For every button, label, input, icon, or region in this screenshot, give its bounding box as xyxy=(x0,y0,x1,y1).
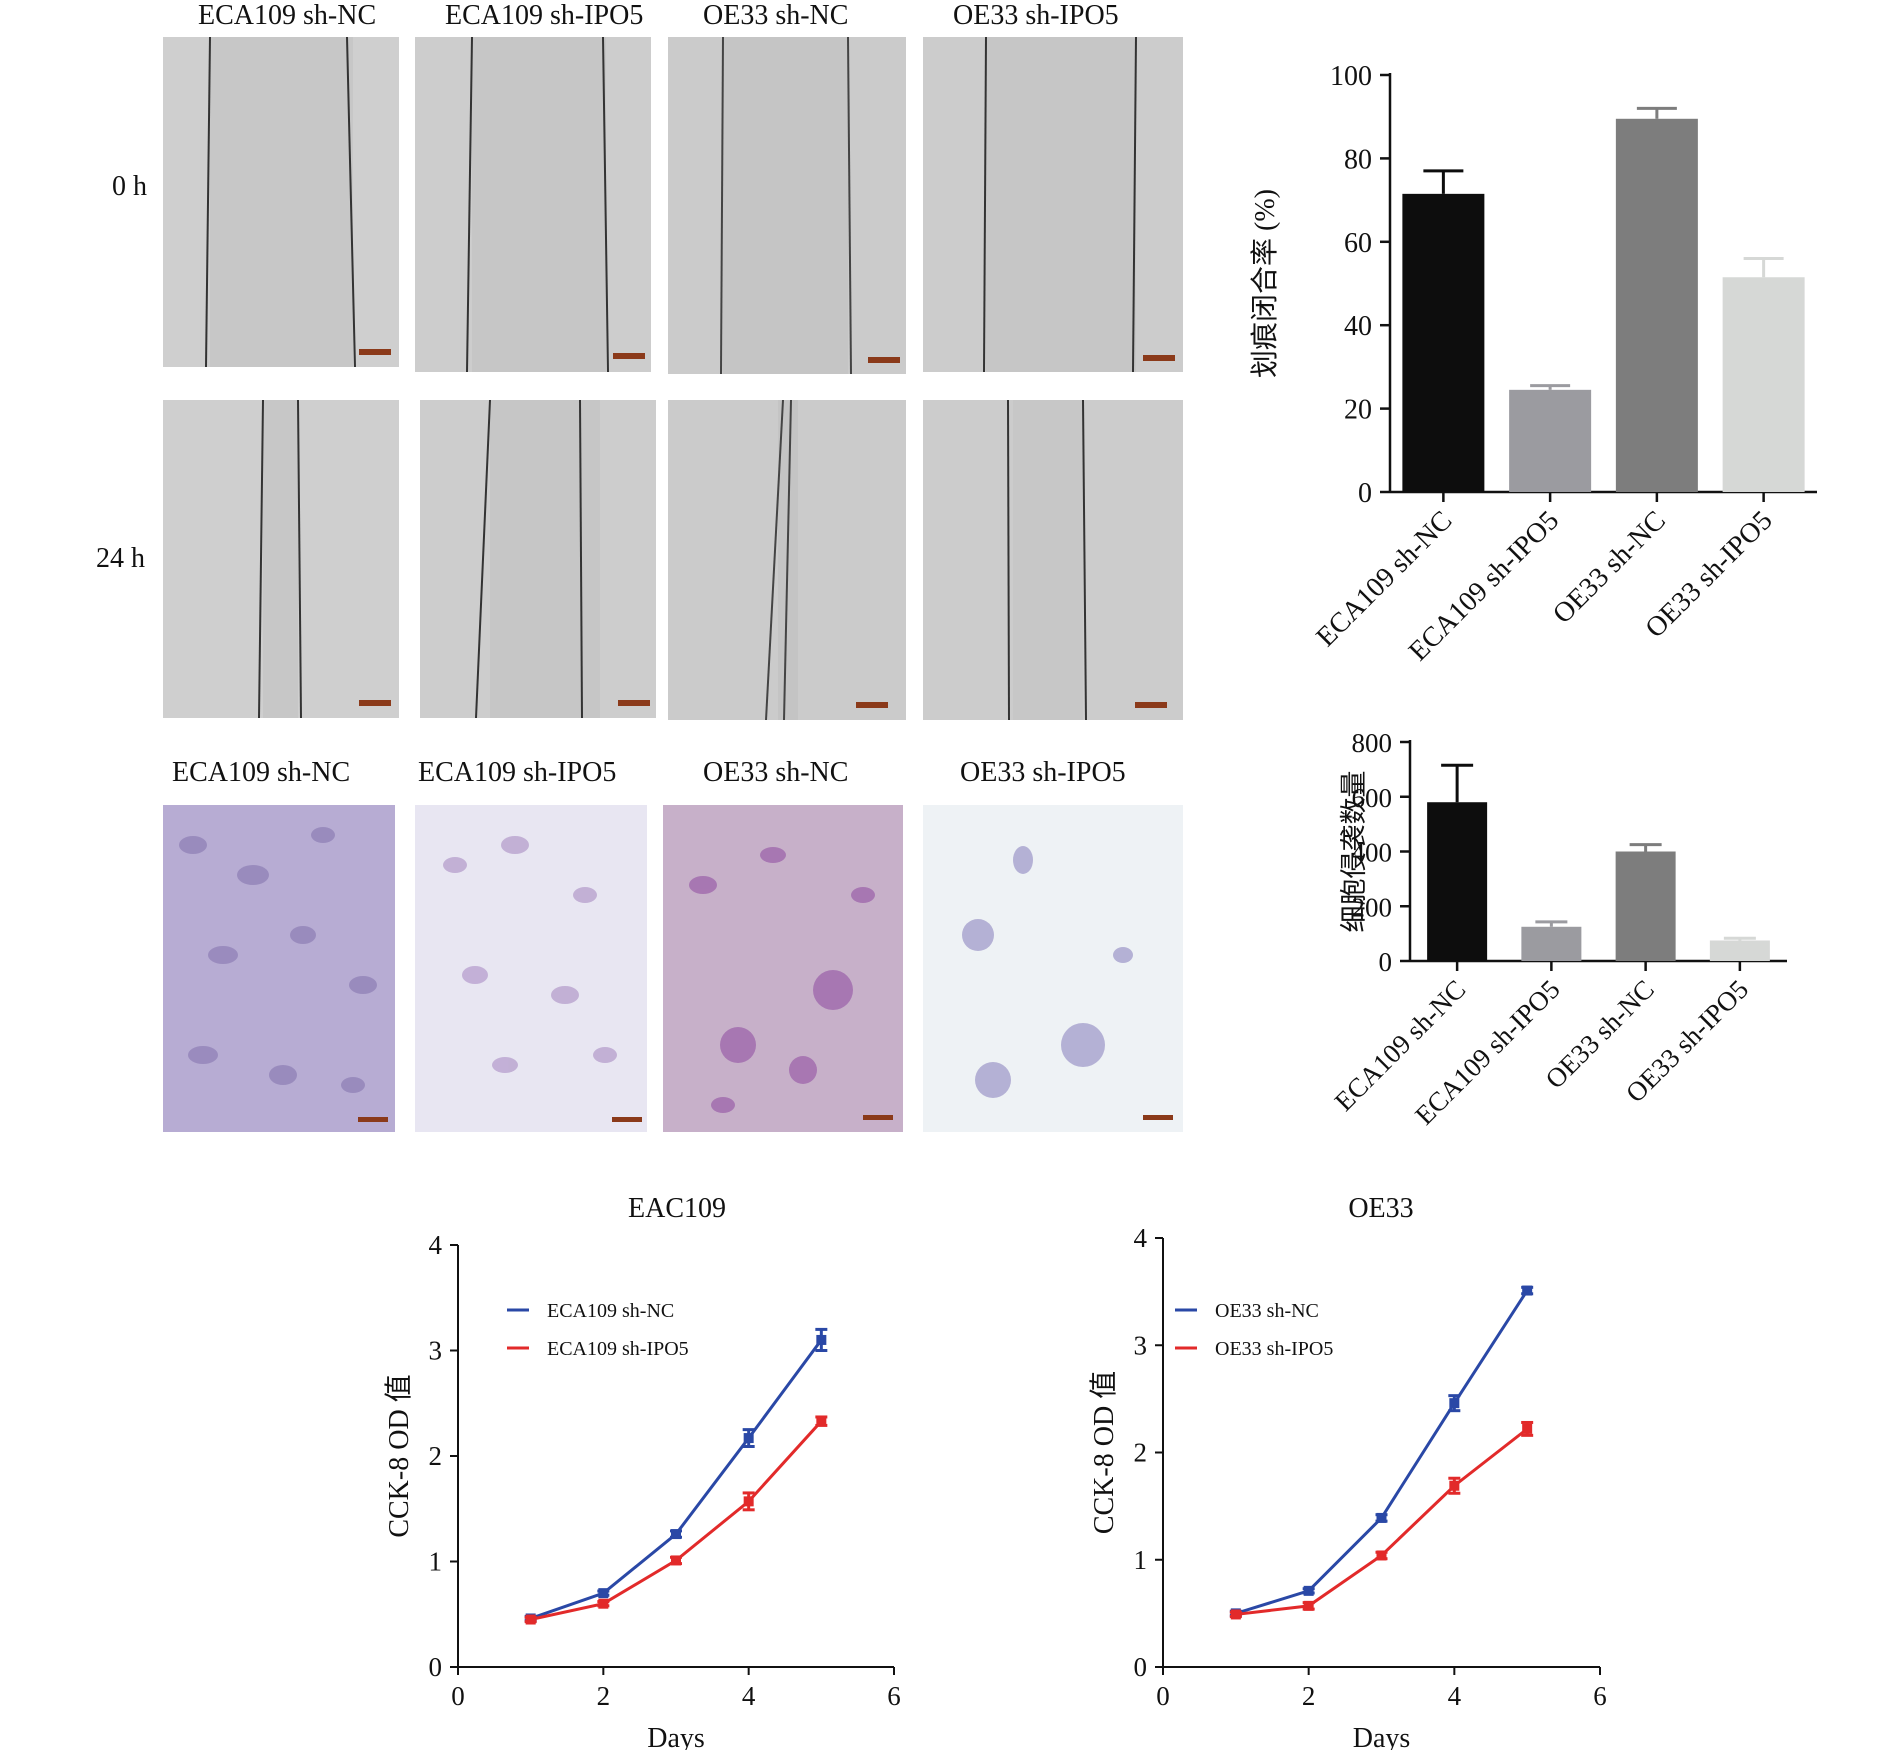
data-point xyxy=(598,1598,609,1609)
x-tick-label: 6 xyxy=(1593,1681,1607,1711)
data-point xyxy=(743,1433,754,1444)
data-point xyxy=(671,1529,681,1540)
wound-micrograph xyxy=(163,400,399,718)
x-tick-label: 0 xyxy=(1156,1681,1170,1711)
series-line xyxy=(530,1339,823,1620)
x-tick-label: 4 xyxy=(742,1681,756,1711)
wound-micrograph xyxy=(923,37,1183,372)
bar xyxy=(1722,277,1805,492)
data-point xyxy=(1449,1480,1460,1491)
invasion-column-label: ECA109 sh-NC xyxy=(172,757,351,788)
invasion-column-label: OE33 sh-IPO5 xyxy=(960,757,1126,788)
data-point xyxy=(598,1588,609,1599)
data-point xyxy=(1522,1285,1533,1296)
wound-micrograph xyxy=(415,37,651,372)
data-point xyxy=(816,1334,827,1345)
wound-row-label: 24 h xyxy=(96,543,145,574)
y-axis-label: 细胞侵袭数量 xyxy=(1339,771,1369,933)
invasion-micrograph xyxy=(923,805,1183,1132)
bar xyxy=(1402,193,1485,492)
y-tick-label: 3 xyxy=(429,1336,443,1366)
y-tick-label: 1 xyxy=(429,1547,443,1577)
invasion-micrograph xyxy=(415,805,647,1132)
y-tick-label: 40 xyxy=(1344,311,1372,342)
x-tick-label: 0 xyxy=(451,1681,465,1711)
y-tick-label: 200 xyxy=(1352,892,1393,922)
y-tick-label: 0 xyxy=(429,1652,443,1682)
legend-entry: OE33 sh-IPO5 xyxy=(1215,1338,1333,1360)
y-tick-label: 1 xyxy=(1134,1545,1148,1575)
data-point xyxy=(671,1555,681,1566)
data-point xyxy=(525,1614,536,1625)
bar xyxy=(1509,389,1592,492)
y-tick-label: 4 xyxy=(1134,1223,1148,1253)
y-tick-label: 4 xyxy=(429,1230,443,1260)
wound-micrograph xyxy=(668,400,906,720)
y-tick-label: 400 xyxy=(1352,838,1393,868)
y-tick-label: 2 xyxy=(1134,1438,1148,1468)
invasion-micrograph xyxy=(663,805,903,1132)
legend-entry: ECA109 sh-NC xyxy=(547,1300,674,1322)
y-tick-label: 600 xyxy=(1352,783,1393,813)
bar xyxy=(1427,802,1488,961)
series-line xyxy=(530,1420,823,1621)
y-axis-label: CCK-8 OD 值 xyxy=(383,1374,415,1537)
invasion-micrograph xyxy=(163,805,395,1132)
y-tick-label: 0 xyxy=(1134,1652,1148,1682)
wound-micrograph xyxy=(668,37,906,374)
data-point xyxy=(816,1416,827,1427)
invasion-column-label: OE33 sh-NC xyxy=(703,757,849,788)
wound-micrograph xyxy=(420,400,656,718)
data-point xyxy=(743,1496,754,1507)
x-tick-label: 4 xyxy=(1448,1681,1462,1711)
bar xyxy=(1615,851,1676,961)
chart-title: OE33 xyxy=(1348,1193,1413,1224)
wound-row-label: 0 h xyxy=(112,171,147,202)
bar xyxy=(1521,926,1582,961)
y-tick-label: 100 xyxy=(1330,61,1372,92)
bar xyxy=(1709,940,1770,961)
y-tick-label: 60 xyxy=(1344,228,1372,259)
y-tick-label: 800 xyxy=(1352,728,1393,758)
y-tick-label: 2 xyxy=(429,1441,443,1471)
wound-micrograph xyxy=(923,400,1183,720)
wound-column-label: ECA109 sh-NC xyxy=(198,0,377,31)
data-point xyxy=(1522,1423,1533,1434)
y-tick-label: 80 xyxy=(1344,144,1372,175)
x-axis-label: Days xyxy=(647,1723,705,1750)
data-point xyxy=(1303,1585,1314,1596)
data-point xyxy=(1449,1398,1460,1409)
x-tick-label: 2 xyxy=(1302,1681,1316,1711)
y-axis-label: 划痕闭合率 (%) xyxy=(1249,189,1281,378)
wound-column-label: ECA109 sh-IPO5 xyxy=(445,0,644,31)
chart-title: EAC109 xyxy=(628,1193,726,1224)
wound-column-label: OE33 sh-NC xyxy=(703,0,849,31)
y-tick-label: 0 xyxy=(1358,478,1372,509)
x-tick-label: 6 xyxy=(887,1681,901,1711)
y-tick-label: 20 xyxy=(1344,395,1372,426)
wound-micrograph xyxy=(163,37,399,367)
data-point xyxy=(1230,1609,1241,1620)
y-tick-label: 0 xyxy=(1379,947,1393,977)
x-tick-label: 2 xyxy=(597,1681,611,1711)
y-axis-label: CCK-8 OD 值 xyxy=(1088,1371,1120,1534)
legend-entry: OE33 sh-NC xyxy=(1215,1300,1319,1322)
x-axis-label: Days xyxy=(1353,1723,1411,1750)
data-point xyxy=(1303,1600,1314,1611)
y-tick-label: 3 xyxy=(1134,1330,1148,1360)
bar xyxy=(1615,118,1698,492)
wound-column-label: OE33 sh-IPO5 xyxy=(953,0,1119,31)
data-point xyxy=(1376,1512,1387,1523)
invasion-column-label: ECA109 sh-IPO5 xyxy=(418,757,617,788)
data-point xyxy=(1376,1550,1387,1561)
legend-entry: ECA109 sh-IPO5 xyxy=(547,1338,689,1360)
